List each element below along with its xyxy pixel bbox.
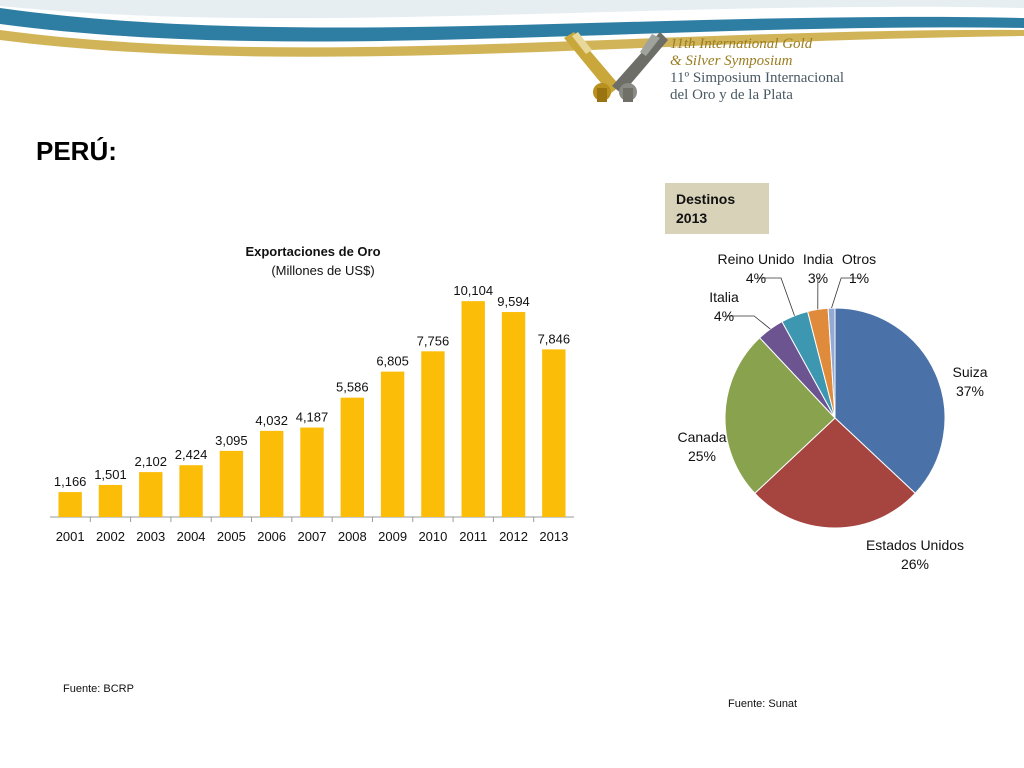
bar (260, 430, 284, 517)
bar (300, 427, 324, 517)
bar (139, 472, 163, 517)
pie-slice-name: India (803, 251, 834, 267)
gold-exports-bar-chart: Exportaciones de Oro (Millones de US$) 1… (50, 244, 574, 544)
x-tick-label: 2009 (378, 529, 407, 544)
pie-slice-name: Estados Unidos (866, 537, 964, 553)
bar-value-label: 7,756 (417, 333, 450, 348)
x-tick-label: 2006 (257, 529, 286, 544)
pie-leader-line (758, 277, 795, 316)
x-tick-label: 2012 (499, 529, 528, 544)
x-tick-label: 2007 (298, 529, 327, 544)
logo-line-4: del Oro y de la Plata (670, 87, 793, 103)
pie-slice (754, 417, 916, 529)
bar (501, 312, 526, 517)
bar-value-label: 10,104 (453, 283, 493, 298)
pie-leader-line (817, 277, 820, 310)
bar-value-label: 4,032 (255, 413, 288, 428)
x-tick-label: 2005 (217, 529, 246, 544)
pie-slice-percent: 4% (714, 308, 734, 324)
chart-title: Exportaciones de Oro (245, 244, 380, 259)
bar (542, 349, 566, 517)
x-tick-label: 2010 (418, 529, 447, 544)
chart-subtitle: (Millones de US$) (271, 263, 374, 278)
x-tick-label: 2004 (177, 529, 206, 544)
pie-slice-percent: 1% (849, 270, 869, 286)
x-tick-label: 2001 (56, 529, 85, 544)
pie-leader-line (726, 315, 771, 330)
x-tick-label: 2002 (96, 529, 125, 544)
bar (179, 465, 203, 517)
bar-value-label: 7,846 (538, 331, 571, 346)
x-tick-label: 2003 (136, 529, 165, 544)
source-note-left: Fuente: BCRP (63, 683, 134, 695)
x-tick-label: 2011 (459, 529, 487, 544)
bar-value-label: 3,095 (215, 433, 248, 448)
bar-value-label: 1,166 (54, 474, 87, 489)
bar-value-label: 9,594 (497, 294, 530, 309)
page-title: PERÚ: (36, 136, 117, 166)
bar-value-label: 1,501 (94, 467, 127, 482)
bar-value-label: 2,424 (175, 447, 208, 462)
bar-value-label: 5,586 (336, 380, 369, 395)
pie-slice (834, 307, 946, 495)
logo-line-1: 11th International Gold (670, 36, 813, 52)
pie-slice-percent: 3% (808, 270, 828, 286)
bar-value-label: 4,187 (296, 410, 329, 425)
pie-leader-line (831, 277, 861, 309)
pie-slice-percent: 25% (688, 448, 716, 464)
pie-slice-name: Otros (842, 251, 876, 267)
bar (421, 351, 445, 517)
pie-slice-percent: 37% (956, 383, 984, 399)
bar (380, 371, 405, 517)
x-tick-label: 2013 (539, 529, 568, 544)
bar (58, 492, 82, 517)
bar-value-label: 6,805 (376, 354, 409, 369)
logo-text: 11th International Gold & Silver Symposi… (670, 36, 844, 104)
pie-slice-percent: 4% (746, 270, 766, 286)
pie-slice-name: Suiza (952, 364, 987, 380)
bar-value-label: 2,102 (134, 454, 167, 469)
pie-slice-name: Canada (677, 429, 726, 445)
pie-slice (827, 307, 836, 419)
logo-line-2: & Silver Symposium (670, 53, 793, 69)
bar (219, 450, 244, 517)
bar (461, 301, 485, 517)
logo-line-3: 11º Simposium Internacional (670, 70, 845, 86)
pie-slice-name: Reino Unido (717, 251, 794, 267)
x-tick-label: 2008 (338, 529, 367, 544)
pie-slice (724, 337, 836, 495)
pie-slice-name: Italia (709, 289, 739, 305)
symposium-logo (564, 32, 668, 102)
bar (340, 397, 364, 517)
destinations-pie-chart: Suiza 37% Estados Unidos 26% Canada 25% Italia… (677, 251, 987, 572)
source-note-right: Fuente: Sunat (728, 698, 798, 710)
destinos-label: Destinos 2013 (665, 183, 769, 234)
bar (98, 484, 123, 517)
pie-slice-percent: 26% (901, 556, 929, 572)
header-swoosh (0, 0, 1024, 57)
